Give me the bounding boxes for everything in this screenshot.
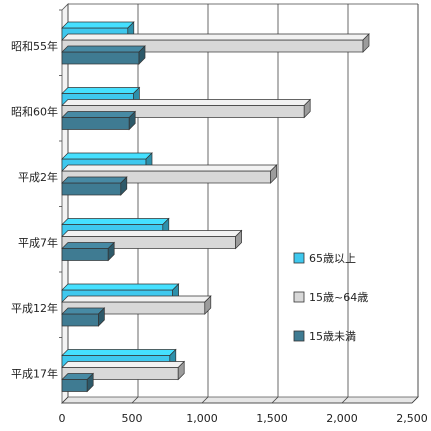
legend-label: 65歳以上 — [309, 252, 356, 265]
bars — [61, 21, 370, 393]
bar-side — [86, 372, 94, 393]
bar-top — [61, 33, 370, 41]
bar — [61, 51, 140, 65]
bar-top — [61, 230, 243, 237]
category-label: 昭和60年 — [11, 105, 58, 119]
bar-side — [204, 295, 212, 315]
gridline-floor — [411, 396, 419, 404]
category-label: 平成12年 — [11, 301, 58, 315]
category-label: 平成7年 — [18, 236, 58, 250]
gridlines — [61, 3, 419, 404]
bar-top — [61, 361, 186, 368]
bar-top — [61, 87, 141, 94]
category-label: 昭和55年 — [11, 39, 58, 53]
bar-side — [362, 33, 370, 53]
legend-label: 15歳~64歳 — [309, 291, 368, 304]
x-tick-label: 1,000 — [186, 412, 218, 425]
legend: 65歳以上 15歳~64歳 15歳未満 — [293, 252, 368, 343]
bar-side — [235, 229, 242, 250]
bar-side — [120, 176, 128, 196]
bar-side — [98, 307, 105, 327]
gridline-floor — [131, 396, 139, 404]
legend-swatch — [293, 252, 305, 264]
bar-side — [177, 360, 185, 381]
gridline-floor — [341, 396, 349, 404]
bar — [61, 117, 130, 130]
gridline-floor — [201, 396, 209, 404]
bar-top — [61, 111, 137, 118]
bar — [61, 182, 122, 196]
bar-side — [270, 164, 277, 184]
gridline-floor — [271, 396, 279, 404]
x-tick-label: 0 — [59, 412, 66, 425]
bar-top — [61, 99, 312, 106]
bar-side — [128, 110, 136, 131]
bar-top — [61, 176, 128, 184]
bar-top — [61, 242, 116, 249]
x-tick-label: 500 — [122, 412, 143, 425]
bar-top — [61, 283, 180, 291]
bar-top — [61, 45, 146, 53]
bar-side — [303, 98, 311, 119]
x-tick-label: 1,500 — [256, 412, 288, 425]
bar-top — [61, 152, 153, 160]
x-tick-label: 2,500 — [396, 412, 428, 425]
bar — [61, 313, 99, 327]
bar-top — [61, 164, 278, 172]
legend-swatch — [293, 291, 305, 303]
bar-top — [61, 295, 212, 303]
plot-floor — [61, 396, 419, 404]
bar-side — [138, 45, 146, 65]
bar-top — [61, 21, 135, 29]
category-label: 平成17年 — [11, 367, 58, 381]
bar-top — [61, 349, 177, 356]
gridline-floor — [61, 396, 69, 404]
legend-swatch — [293, 330, 305, 342]
bar-side — [107, 241, 115, 262]
bar-top — [61, 218, 170, 225]
bar — [61, 248, 109, 261]
category-label: 平成2年 — [18, 170, 58, 184]
x-tick-label: 2,000 — [326, 412, 358, 425]
bar — [61, 379, 88, 392]
legend-label: 15歳未満 — [309, 330, 356, 343]
x-tick-labels: 0 500 1,000 1,500 2,000 2,500 — [59, 412, 428, 425]
bar-top — [61, 307, 106, 315]
